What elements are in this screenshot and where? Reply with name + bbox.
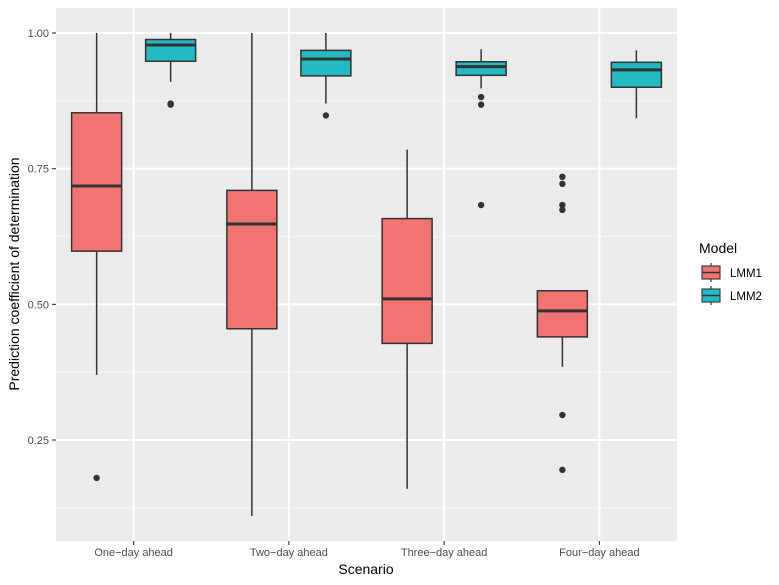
y-tick-label: 0.75 [28, 164, 49, 176]
box-lmm2-3 [455, 49, 507, 209]
box-lmm1-1 [70, 33, 123, 482]
box-iqr [610, 61, 663, 89]
x-tick-label: One−day ahead [94, 547, 173, 559]
box-iqr [381, 217, 433, 345]
y-tick-label: 1.00 [28, 28, 49, 40]
x-tick-label: Two−day ahead [250, 547, 328, 559]
major-gridlines [56, 8, 677, 541]
box-lmm2-1 [144, 33, 197, 108]
box-lmm1-2 [226, 33, 278, 516]
x-axis-title: Scenario [338, 561, 393, 577]
outlier-point [477, 101, 485, 108]
outlier-point [559, 411, 566, 419]
x-tick-label: Three−day ahead [401, 547, 488, 559]
legend: Model LMM1 LMM2 [699, 240, 762, 305]
y-axis-title: Prediction coefficient of determination [6, 157, 22, 390]
outlier-point [559, 173, 566, 181]
plot-panel [56, 8, 677, 541]
outlier-point [477, 93, 485, 101]
outlier-point [559, 206, 566, 214]
box-lmm2-2 [300, 33, 352, 119]
outlier-point [167, 101, 174, 108]
outlier-point [559, 201, 566, 209]
outlier-point [477, 201, 485, 209]
box-lmm1-3 [381, 149, 433, 489]
minor-gridlines [56, 100, 677, 509]
outlier-point [559, 180, 566, 188]
outlier-point [559, 466, 566, 474]
outlier-point [322, 112, 330, 119]
box-lmm1-4 [536, 173, 589, 474]
box-iqr [70, 112, 123, 252]
legend-key-lmm2 [701, 286, 721, 305]
x-tick-label: Four−day ahead [559, 547, 639, 559]
legend-key-lmm1 [701, 263, 721, 282]
box-iqr [144, 38, 197, 62]
x-axis: One−day ahead Two−day ahead Three−day ahea… [94, 541, 640, 559]
legend-label-lmm1: LMM1 [730, 268, 762, 280]
box-iqr [300, 49, 352, 77]
box-iqr [455, 61, 507, 77]
box-lmm2-4 [610, 50, 663, 119]
y-tick-label: 0.50 [28, 299, 49, 311]
y-axis: 0.25 0.50 0.75 1.00 [28, 28, 56, 447]
box-iqr [536, 290, 589, 338]
box-layer [70, 33, 663, 516]
legend-title: Model [699, 240, 737, 256]
legend-label-lmm2: LMM2 [730, 291, 762, 303]
y-tick-label: 0.25 [28, 435, 49, 447]
outlier-point [93, 474, 100, 482]
box-iqr [226, 189, 278, 330]
